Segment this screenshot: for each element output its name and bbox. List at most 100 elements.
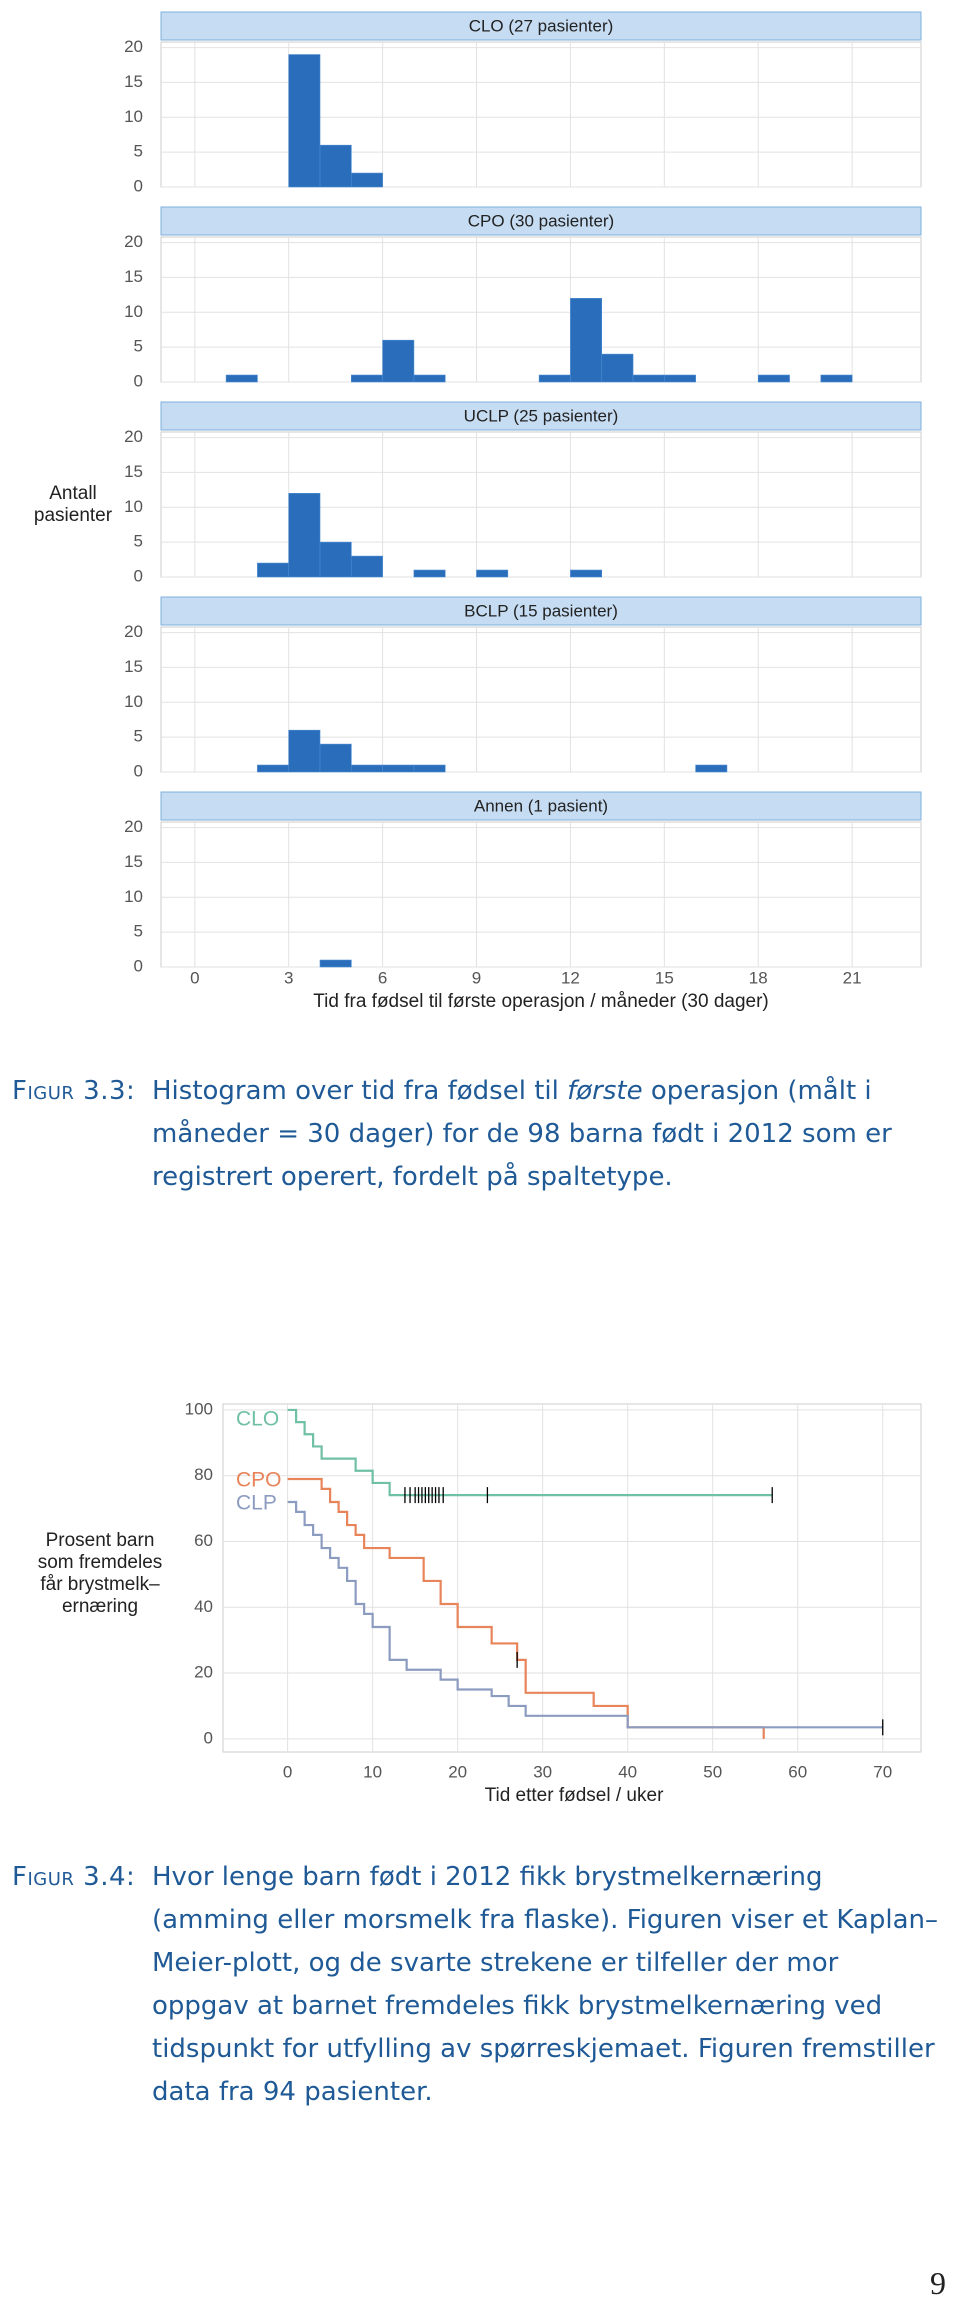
x-tick-label: 50	[703, 1762, 722, 1781]
y-tick-label: 80	[194, 1465, 213, 1484]
y-tick-label: 20	[194, 1663, 213, 1682]
bar	[382, 339, 415, 383]
strip-title: Annen (1 pasient)	[474, 796, 608, 815]
x-tick-label: 30	[533, 1762, 552, 1781]
plot-bg	[160, 821, 922, 968]
step-line	[287, 1408, 773, 1497]
bar	[257, 764, 290, 773]
caption-part: Histogram over tid fra fødsel til	[152, 1076, 568, 1106]
bar	[413, 374, 446, 383]
bar	[351, 764, 383, 773]
bar	[225, 374, 258, 383]
y-tick-label: 20	[124, 817, 143, 836]
y-tick-label: 5	[134, 922, 143, 941]
y-tick-label: 15	[124, 267, 143, 286]
bar	[632, 374, 665, 383]
x-tick-label: 21	[843, 968, 862, 987]
plot-bg	[160, 626, 922, 773]
y-tick-label: 20	[124, 232, 143, 251]
plot-bg	[160, 431, 922, 578]
y-tick-label: 5	[134, 532, 143, 551]
series-label: CLO	[236, 1407, 279, 1430]
bar	[319, 541, 352, 578]
strip	[160, 791, 922, 821]
series-label: CLP	[236, 1492, 277, 1515]
y-tick-label: 0	[204, 1728, 213, 1747]
caption: Figur 3.3: Histogram over tid fra fødsel …	[12, 1070, 952, 1199]
caption: Figur 3.4: Hvor lenge barn født i 2012 fi…	[12, 1856, 952, 2114]
y-tick-label: 15	[124, 852, 143, 871]
y-tick-label: 5	[134, 727, 143, 746]
bar	[351, 555, 383, 578]
bar	[413, 764, 446, 773]
x-tick-label: 0	[283, 1762, 292, 1781]
bar	[664, 374, 696, 383]
strip-title: BCLP (15 pasienter)	[464, 601, 618, 620]
y-tick-label: 0	[134, 761, 143, 780]
y-tick-label: 10	[124, 692, 143, 711]
x-tick-label: 40	[618, 1762, 637, 1781]
y-label-line: Prosent barn	[45, 1530, 155, 1551]
x-tick-label: 9	[472, 968, 481, 987]
bar	[319, 743, 352, 773]
y-tick-label: 0	[134, 371, 143, 390]
caption-text: Histogram over tid fra fødsel til første…	[152, 1070, 942, 1199]
series-label: CPO	[236, 1469, 282, 1492]
y-tick-label: 5	[134, 142, 143, 161]
strip	[160, 11, 922, 41]
caption-part: operasjon (målt i måneder = 30 dager) fo…	[152, 1076, 892, 1192]
y-tick-label: 40	[194, 1597, 213, 1616]
bar	[288, 54, 321, 188]
plot-bg	[222, 1403, 922, 1753]
caption-part: Hvor lenge barn født i 2012 fikk brystme…	[152, 1862, 938, 2107]
x-tick-label: 3	[284, 968, 293, 987]
y-tick-label: 15	[124, 72, 143, 91]
x-tick-label: 70	[873, 1762, 892, 1781]
y-tick-label: 10	[124, 107, 143, 126]
x-tick-label: 15	[655, 968, 674, 987]
y-tick-label: 20	[124, 427, 143, 446]
bar	[351, 172, 383, 188]
y-tick-label: 20	[124, 37, 143, 56]
y-label-line: ernæring	[61, 1596, 139, 1617]
bar	[319, 959, 352, 968]
bar	[288, 729, 321, 773]
x-tick-label: 12	[561, 968, 580, 987]
step-line	[287, 1477, 765, 1739]
bar	[257, 562, 290, 578]
bar	[695, 764, 728, 773]
y-tick-label: 20	[124, 622, 143, 641]
y-tick-label: 5	[134, 337, 143, 356]
plot-bg	[160, 41, 922, 188]
x-tick-label: 6	[378, 968, 387, 987]
strip-title: UCLP (25 pasienter)	[464, 406, 619, 425]
x-tick-label: 0	[190, 968, 199, 987]
y-tick-label: 60	[194, 1531, 213, 1550]
bar	[757, 374, 790, 383]
step-line	[287, 1500, 883, 1729]
bar	[820, 374, 853, 383]
caption-text: Hvor lenge barn født i 2012 fikk brystme…	[152, 1856, 942, 2114]
x-tick-label: 20	[448, 1762, 467, 1781]
caption-label: Figur 3.4:	[12, 1862, 136, 1892]
y-tick-label: 100	[185, 1399, 213, 1418]
strip-title: CLO (27 pasienter)	[469, 16, 614, 35]
x-tick-label: 18	[749, 968, 768, 987]
km-y-label: Prosent barn som fremdeles får brystmelk– e…	[10, 1530, 190, 1618]
bar	[288, 493, 321, 578]
bar	[570, 298, 603, 383]
y-tick-label: 15	[124, 657, 143, 676]
bar	[351, 374, 383, 383]
x-tick-label: 60	[788, 1762, 807, 1781]
y-tick-label: 0	[134, 176, 143, 195]
x-axis-label: Tid etter fødsel / uker	[485, 1785, 664, 1806]
bar	[413, 569, 446, 578]
bar	[476, 569, 509, 578]
y-tick-label: 10	[124, 887, 143, 906]
caption-part: første	[567, 1076, 643, 1106]
y-label-line: som fremdeles	[37, 1552, 163, 1573]
y-tick-label: 10	[124, 302, 143, 321]
strip	[160, 401, 922, 431]
x-axis-label: Tid fra fødsel til første operasjon / må…	[313, 991, 769, 1012]
